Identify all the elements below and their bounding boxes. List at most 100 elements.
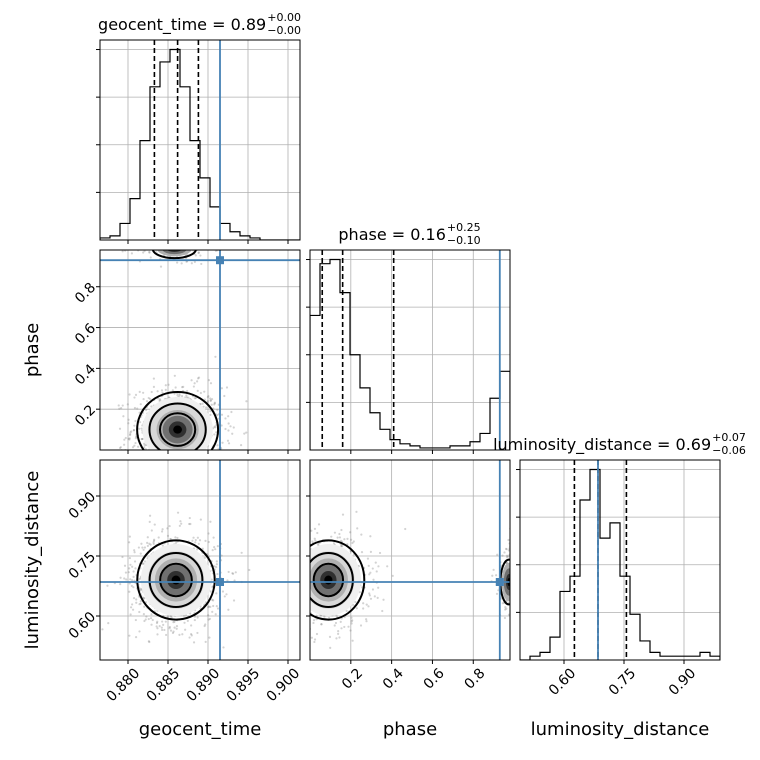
sample-point [154, 463, 156, 465]
sample-point [501, 602, 504, 605]
sample-point [201, 402, 204, 405]
sample-point [507, 538, 510, 542]
sample-point [152, 377, 155, 380]
sample-point [169, 246, 171, 248]
sample-point [369, 550, 373, 553]
sample-point [152, 385, 156, 388]
sample-point [196, 377, 200, 380]
sample-point [293, 591, 295, 593]
sample-point [170, 243, 172, 245]
sample-point [184, 463, 186, 465]
sample-point [194, 541, 197, 544]
sample-point [224, 427, 227, 431]
sample-point [327, 616, 331, 620]
sample-point [148, 640, 151, 644]
sample-point [148, 251, 151, 254]
sample-point [214, 548, 217, 551]
sample-point [514, 538, 516, 540]
sample-point [191, 450, 193, 452]
sample-point [153, 463, 155, 465]
sample-point [128, 567, 131, 570]
x-tick-label: 0.900 [264, 665, 304, 705]
sample-point [369, 597, 373, 600]
sample-point [191, 539, 194, 542]
sample-point [176, 511, 180, 514]
sample-point [292, 574, 294, 576]
sample-point [138, 610, 141, 614]
sample-point [123, 438, 126, 441]
sample-point [134, 454, 136, 456]
sample-point [375, 570, 378, 573]
y-axis-label: phase [22, 323, 43, 377]
sample-point [205, 451, 207, 453]
sample-point [179, 244, 181, 246]
sample-point [522, 562, 524, 564]
sample-point [188, 461, 190, 463]
sample-point [521, 562, 523, 564]
sample-point [138, 427, 141, 430]
sample-point [164, 384, 167, 387]
sample-point [153, 523, 156, 526]
sample-point [196, 452, 198, 454]
sample-point [201, 547, 204, 550]
sample-point [176, 394, 179, 397]
sample-point [302, 557, 304, 559]
sample-point [208, 636, 211, 639]
density-cell [171, 575, 181, 585]
sample-point [155, 482, 157, 484]
sample-point [128, 634, 131, 637]
sample-point [183, 621, 186, 624]
sample-point [188, 457, 190, 459]
sample-point [209, 397, 212, 400]
sample-point [301, 595, 303, 597]
sample-point [307, 582, 309, 584]
sample-point [301, 593, 303, 595]
sample-point [142, 397, 145, 401]
sample-point [151, 231, 153, 233]
sample-point [185, 463, 187, 465]
sample-point [304, 561, 306, 563]
sample-point [512, 597, 514, 599]
sample-point [161, 628, 164, 632]
y-tick-label: 0.4 [72, 361, 99, 388]
sample-point [185, 394, 188, 397]
sample-point [208, 617, 212, 620]
histogram-phase [310, 258, 510, 450]
sample-point [196, 536, 199, 539]
sample-point [310, 529, 313, 532]
panel-title-sub: −0.10 [447, 234, 481, 247]
sample-point [131, 237, 133, 239]
sample-point [367, 605, 370, 608]
sample-point [215, 563, 218, 566]
sample-point [173, 452, 175, 454]
sample-point [182, 247, 184, 249]
sample-point [129, 433, 132, 436]
sample-point [227, 442, 231, 445]
x-tick-label: 0.8 [461, 665, 488, 692]
sample-point [270, 620, 272, 622]
sample-point [206, 396, 209, 399]
sample-point [184, 242, 186, 244]
sample-point [301, 575, 303, 577]
sample-point [511, 551, 513, 553]
sample-point [153, 538, 156, 541]
contour-0-1 [310, 552, 354, 608]
contour-0-1 [148, 402, 207, 450]
sample-point [169, 464, 171, 466]
sample-point [341, 513, 345, 516]
sample-point [132, 597, 136, 600]
sample-point [516, 587, 518, 589]
sample-point [186, 619, 189, 622]
sample-point [337, 630, 340, 633]
sample-point [168, 454, 170, 456]
sample-point [179, 455, 181, 457]
sample-point [281, 571, 283, 573]
sample-point [216, 545, 219, 548]
sample-point [302, 627, 304, 629]
sample-point [204, 539, 207, 542]
sample-point [175, 244, 177, 246]
sample-point [366, 557, 370, 560]
plot-area [100, 40, 300, 240]
sample-point [492, 568, 495, 571]
sample-point [302, 596, 304, 598]
